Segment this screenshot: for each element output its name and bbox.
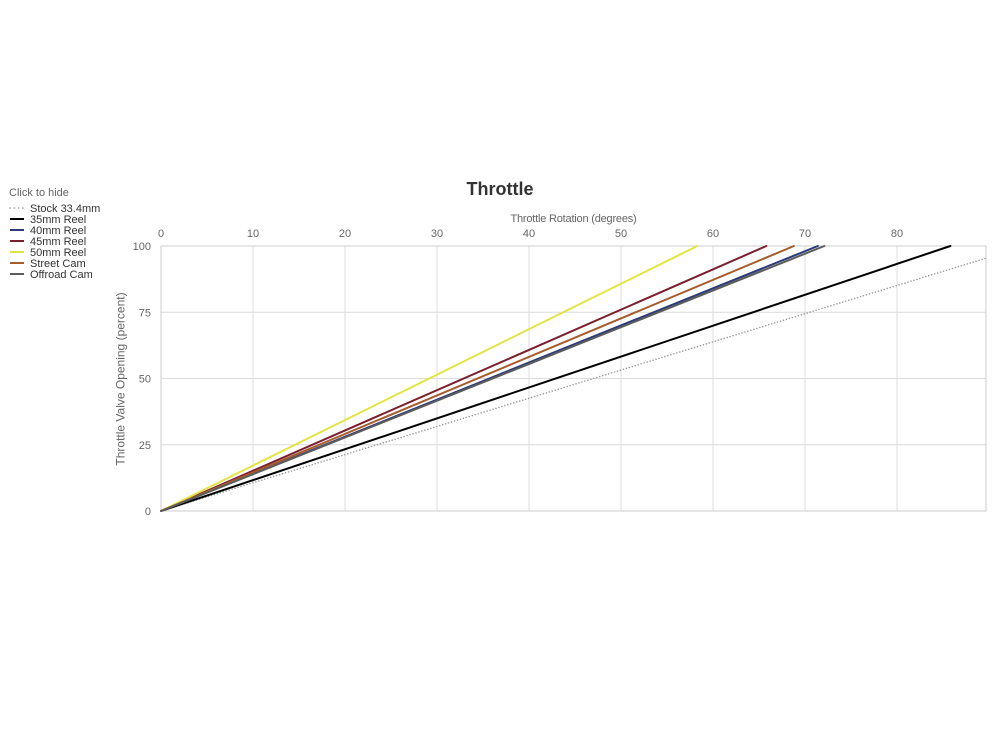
svg-text:10: 10 bbox=[247, 228, 259, 240]
svg-text:100: 100 bbox=[133, 241, 151, 253]
svg-text:50: 50 bbox=[139, 374, 151, 386]
svg-text:80: 80 bbox=[891, 228, 903, 240]
svg-text:50: 50 bbox=[615, 228, 627, 240]
svg-text:30: 30 bbox=[431, 228, 443, 240]
svg-text:25: 25 bbox=[139, 440, 151, 452]
svg-text:60: 60 bbox=[707, 228, 719, 240]
svg-text:70: 70 bbox=[799, 228, 811, 240]
svg-text:20: 20 bbox=[339, 228, 351, 240]
svg-text:75: 75 bbox=[139, 307, 151, 319]
svg-text:0: 0 bbox=[145, 506, 151, 518]
svg-text:0: 0 bbox=[158, 228, 164, 240]
svg-text:40: 40 bbox=[523, 228, 535, 240]
